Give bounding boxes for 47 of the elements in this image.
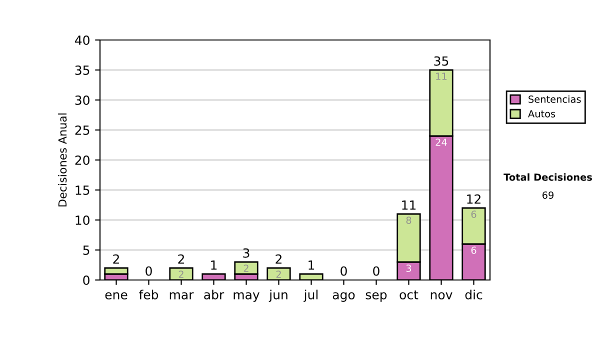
y-tick-label: 5 <box>83 246 90 255</box>
x-tick-label: feb <box>139 290 158 300</box>
total-label: 2 <box>178 254 184 264</box>
x-tick-label: jul <box>304 290 318 302</box>
data-label: 11 <box>436 72 447 80</box>
total-label: 2 <box>276 254 282 264</box>
x-tick-label: may <box>234 292 260 302</box>
total-label: 12 <box>467 194 480 204</box>
text: Total Decisiones <box>504 173 592 181</box>
x-tick-label: ene <box>105 292 128 300</box>
legend-label: Autos <box>528 110 556 118</box>
y-tick-label: 40 <box>74 35 90 45</box>
y-tick-label: 30 <box>75 95 90 105</box>
data-label: 6 <box>471 246 476 254</box>
y-tick-label: 15 <box>76 186 90 195</box>
total-label: 2 <box>113 254 119 264</box>
total-label: 1 <box>308 260 314 270</box>
x-tick-label: nov <box>430 292 452 300</box>
total-label: 0 <box>373 266 380 276</box>
y-tick-label: 35 <box>75 65 90 75</box>
y-tick-label: 25 <box>75 125 90 135</box>
data-label: 2 <box>244 264 248 272</box>
total-label: 11 <box>402 200 416 210</box>
data-label: 24 <box>436 138 447 146</box>
y-tick-label: 10 <box>76 215 90 225</box>
total-label: 1 <box>211 260 217 270</box>
x-tick-label: jun <box>268 290 288 302</box>
x-tick-label: abr <box>204 290 224 300</box>
total-label: 0 <box>146 266 152 276</box>
y-tick-label: 20 <box>75 155 90 165</box>
total-label: 0 <box>340 266 347 276</box>
x-tick-label: sep <box>366 292 387 302</box>
data-label: 2 <box>276 270 281 278</box>
data-label: 8 <box>406 216 412 224</box>
y-tick-label: 0 <box>83 275 90 285</box>
x-tick-label: oct <box>400 290 418 300</box>
total-label: 3 <box>243 248 250 258</box>
text: 69 <box>542 191 554 199</box>
x-tick-label: ago <box>332 292 355 302</box>
data-label: 3 <box>406 264 412 272</box>
total-label: 35 <box>434 56 448 66</box>
x-tick-label: mar <box>170 292 194 300</box>
legend-label: Sentencias <box>528 95 581 103</box>
data-label: 2 <box>178 270 184 278</box>
y-axis-title: Decisiones Anual <box>58 114 67 206</box>
data-label: 6 <box>471 210 476 218</box>
x-tick-label: dic <box>465 290 482 300</box>
